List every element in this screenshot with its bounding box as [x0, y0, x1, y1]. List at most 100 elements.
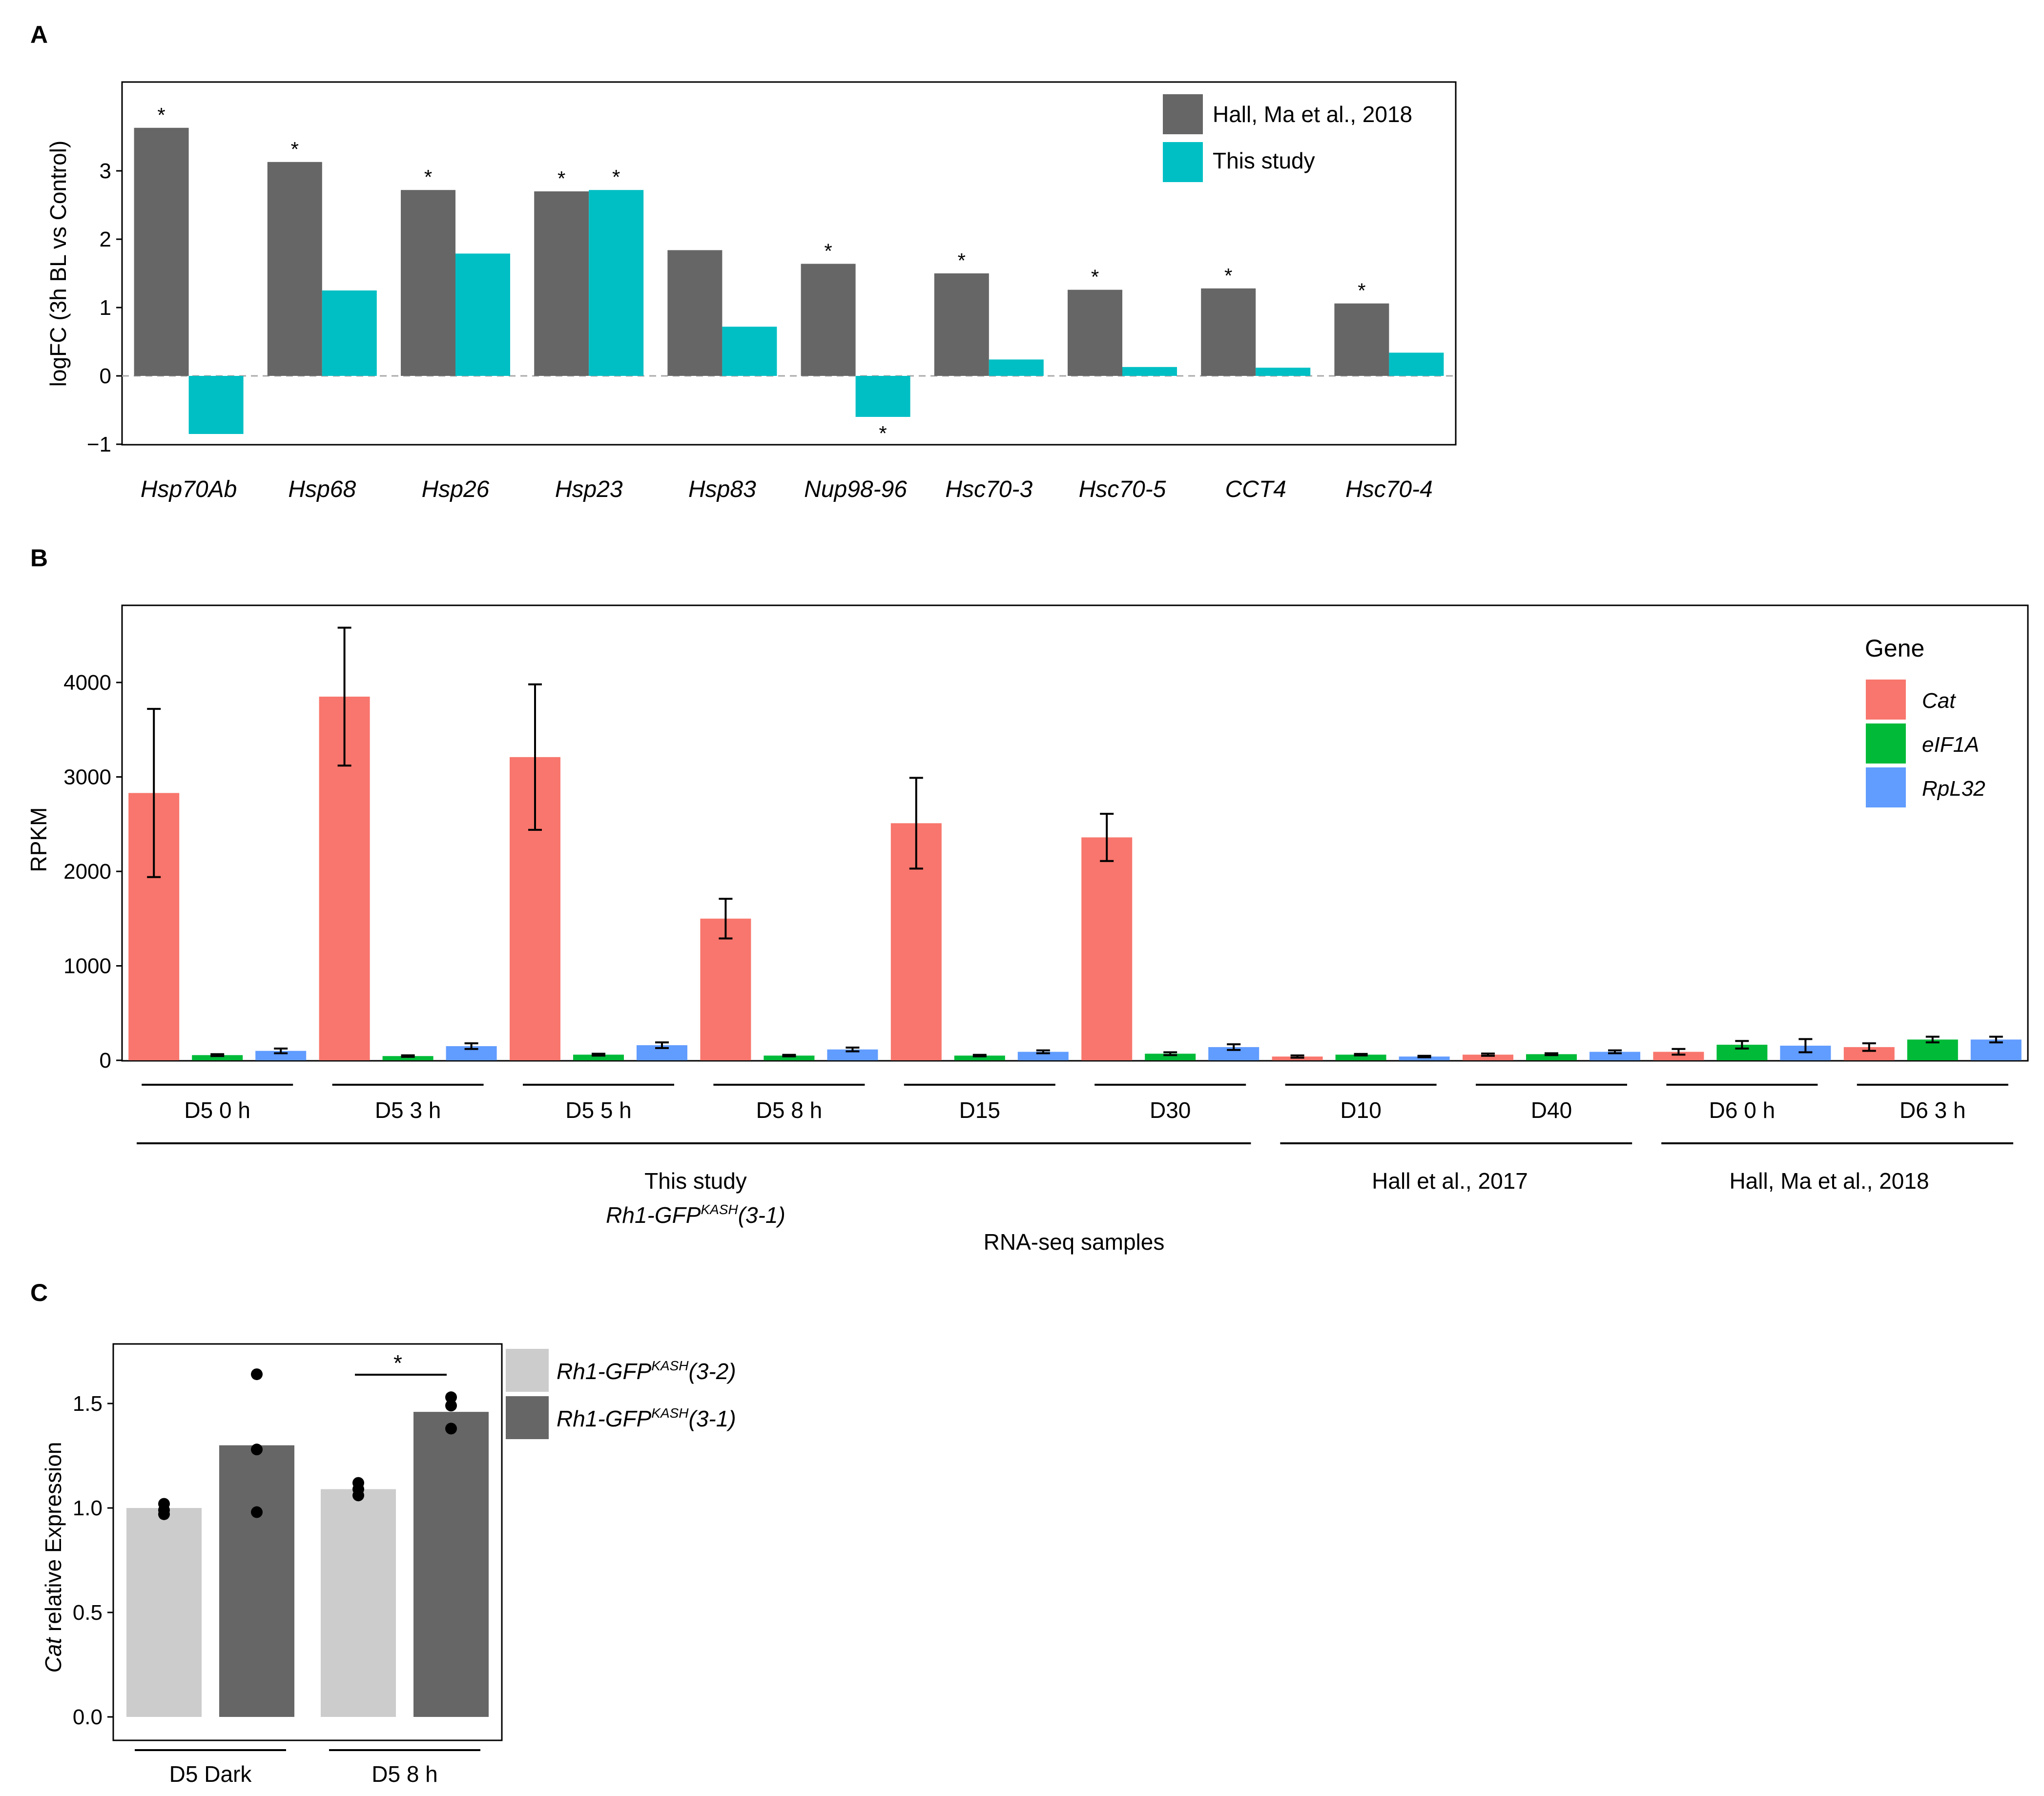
panel-b-x-axis-label: RNA-seq samples: [984, 1229, 1165, 1255]
c-point: [251, 1368, 263, 1381]
b-bar-d10-eif1a: [1335, 1054, 1386, 1060]
c-y-tick-label: 1.5: [73, 1392, 103, 1416]
panel-c: C Cat relative Expression 0.0 0.5 1.0 1.5 D…: [30, 1279, 736, 1787]
a-y-tick-label: 0: [100, 364, 111, 388]
b-bar-d15-rpl32: [1017, 1052, 1069, 1060]
c-point: [445, 1400, 457, 1412]
a-bar-hsc70-3-hall-ma: [934, 273, 989, 376]
b-x-label-d5-8-h: D5 8 h: [756, 1097, 823, 1123]
panel-c-points: [158, 1368, 457, 1520]
a-bar-nup98-96-this-study: [855, 376, 910, 417]
a-bar-cct4-hall-ma: [1201, 288, 1256, 376]
c-y-tick-label: 0.5: [73, 1601, 103, 1625]
a-bar-hsc70-4-this-study: [1389, 352, 1444, 376]
b-bar-d6-0-h-cat: [1653, 1052, 1704, 1060]
a-significance-star: *: [824, 239, 832, 262]
b-bar-d5-8-h-eif1a: [764, 1055, 815, 1060]
c-point: [158, 1508, 170, 1520]
a-significance-star: *: [291, 138, 299, 161]
a-bar-hsc70-4-hall-ma: [1334, 303, 1389, 376]
group-label-hall-2017: Hall et al., 2017: [1372, 1168, 1528, 1194]
c-x-label-d5-8-h: D5 8 h: [372, 1761, 438, 1787]
panel-c-y-axis-label: Cat relative Expression: [41, 1442, 66, 1673]
a-y-tick-label: 2: [100, 227, 111, 251]
legend-swatch-rpl32: [1866, 767, 1906, 807]
panel-b-bars: [128, 697, 2022, 1060]
legend-label-hall-ma: Hall, Ma et al., 2018: [1213, 102, 1412, 127]
b-x-label-d5-3-h: D5 3 h: [375, 1097, 441, 1123]
a-x-label-hsc70-4: Hsc70-4: [1345, 476, 1433, 502]
a-x-label-hsc70-3: Hsc70-3: [945, 476, 1032, 502]
b-bar-d5-3-h-eif1a: [382, 1056, 434, 1060]
panel-a-x-labels: Hsp70Ab Hsp68 Hsp26 Hsp23 Hsp83 Nup98-96 Hsc70…: [141, 476, 1433, 502]
c-bar-d5-dark-3-2: [126, 1508, 202, 1717]
a-significance-star: *: [879, 422, 887, 445]
b-bar-d5-0-h-eif1a: [192, 1055, 243, 1060]
b-bar-d40-eif1a: [1526, 1054, 1577, 1060]
panel-label-b: B: [30, 544, 48, 572]
a-y-tick-label: −1: [87, 433, 111, 456]
group-label-this-study: This study: [644, 1168, 747, 1194]
a-significance-star: *: [1224, 264, 1232, 287]
a-bar-nup98-96-hall-ma: [801, 264, 856, 376]
panel-a-bars: [134, 127, 1444, 434]
c-point: [445, 1391, 457, 1404]
a-bar-hsp26-this-study: [455, 253, 510, 376]
a-y-tick-label: 3: [100, 159, 111, 183]
a-significance-star: *: [157, 103, 165, 126]
b-bar-d10-rpl32: [1399, 1056, 1450, 1060]
c-bar-d5-dark-3-1: [219, 1445, 294, 1717]
b-y-tick-label: 4000: [63, 671, 111, 695]
panel-b-x-labels: D5 0 h D5 3 h D5 5 h D5 8 h D15 D30 D10 D40 D6 0…: [142, 1084, 2008, 1123]
a-bar-hsp23-hall-ma: [534, 191, 589, 376]
a-bar-hsp83-this-study: [722, 327, 777, 376]
a-significance-star: *: [557, 167, 565, 190]
b-x-label-d40: D40: [1531, 1097, 1572, 1123]
b-bar-d5-5-h-eif1a: [573, 1054, 624, 1060]
b-x-label-d6-0-h: D6 0 h: [1709, 1097, 1776, 1123]
legend-label-rh1-gfp-3-2: Rh1-GFPKASH(3-2): [557, 1358, 736, 1384]
legend-label-rh1-gfp-3-1: Rh1-GFPKASH(3-1): [557, 1405, 736, 1431]
panel-a-y-axis-label: logFC (3h BL vs Control): [45, 141, 71, 387]
c-bar-d5-8-h-3-1: [413, 1412, 489, 1717]
b-x-label-d30: D30: [1150, 1097, 1191, 1123]
b-x-label-d15: D15: [959, 1097, 1000, 1123]
legend-swatch-rh1-gfp-3-2: [506, 1349, 549, 1392]
a-x-label-hsp68: Hsp68: [288, 476, 356, 502]
panel-a-y-ticks: −1 0 1 2 3: [87, 159, 122, 456]
legend-swatch-eif1a: [1866, 723, 1906, 764]
panel-a-significance-marks: * * * * * * * * * * *: [157, 103, 1365, 445]
a-x-label-hsp83: Hsp83: [688, 476, 756, 502]
c-y-tick-label: 0.0: [73, 1705, 103, 1729]
a-significance-star: *: [1091, 266, 1099, 289]
c-point: [251, 1506, 263, 1518]
b-bar-d40-rpl32: [1590, 1052, 1640, 1060]
panel-c-bars: [126, 1412, 489, 1717]
legend-label-rpl32: RpL32: [1922, 777, 1985, 801]
a-significance-star: *: [1358, 279, 1365, 302]
a-significance-star: *: [612, 165, 620, 188]
panel-label-c: C: [30, 1279, 48, 1306]
legend-swatch-cat: [1866, 680, 1906, 720]
panel-b-y-ticks: 0 1000 2000 3000 4000: [63, 671, 122, 1073]
b-y-tick-label: 3000: [63, 765, 111, 789]
b-bar-d40-cat: [1463, 1054, 1513, 1060]
legend-swatch-this-study: [1163, 142, 1203, 182]
b-y-tick-label: 2000: [63, 860, 111, 884]
legend-swatch-rh1-gfp-3-1: [506, 1396, 549, 1439]
a-x-label-cct4: CCT4: [1225, 476, 1286, 502]
panel-a-legend: Hall, Ma et al., 2018 This study: [1163, 94, 1412, 182]
legend-title-gene: Gene: [1865, 635, 1924, 662]
panel-c-significance-annotation: *: [355, 1350, 447, 1376]
b-bar-d5-8-h-cat: [700, 918, 751, 1060]
a-bar-hsp68-hall-ma: [267, 162, 322, 376]
a-x-label-hsp70ab: Hsp70Ab: [141, 476, 237, 502]
panel-b-frame: [121, 604, 2029, 1062]
group-label-hall-ma-2018: Hall, Ma et al., 2018: [1729, 1168, 1929, 1194]
panel-b-group-labels: This study Rh1-GFPKASH(3-1) Hall et al.,…: [137, 1142, 2013, 1255]
a-significance-star: *: [958, 249, 966, 272]
legend-swatch-hall-ma: [1163, 94, 1203, 134]
a-bar-hsp68-this-study: [322, 290, 377, 376]
